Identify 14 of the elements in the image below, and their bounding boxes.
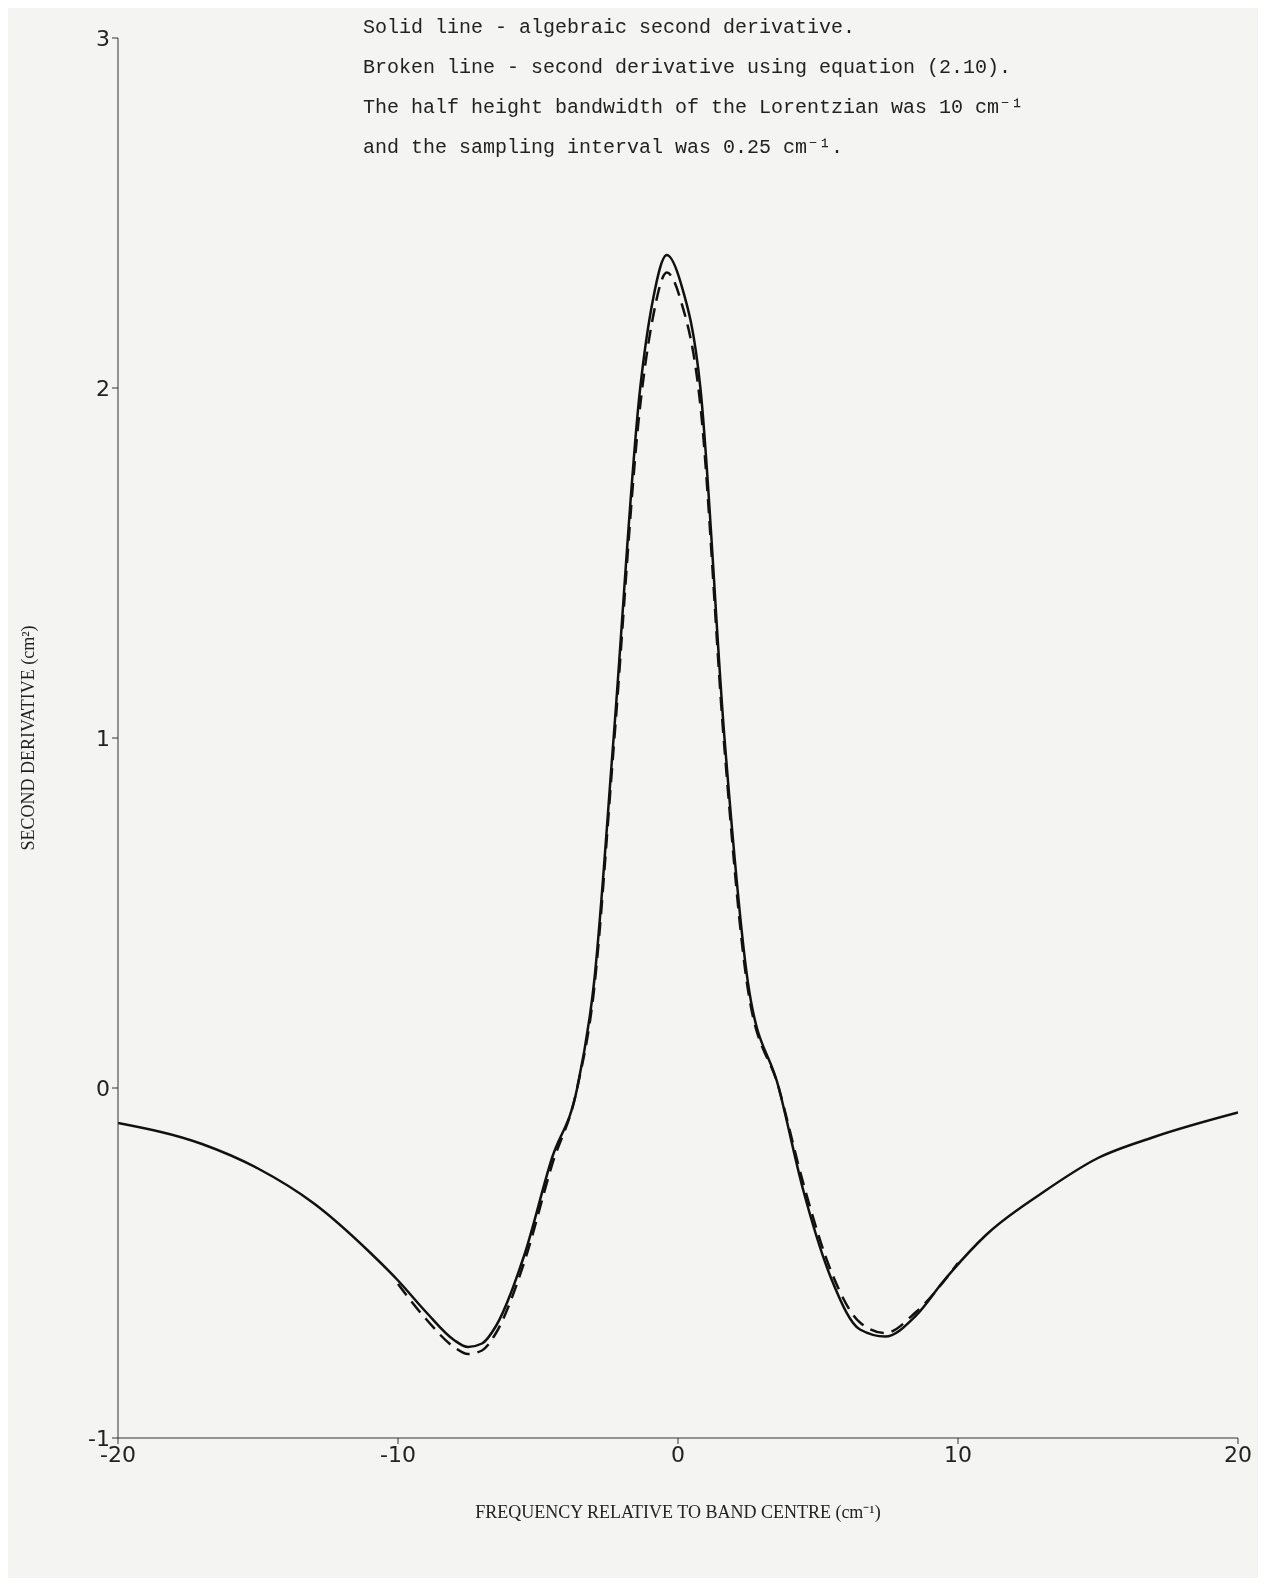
annotation: Solid line - algebraic second derivative. (363, 15, 857, 41)
annotation: and the sampling interval was 0.25 cm⁻¹. (363, 135, 845, 161)
x-tick-label: 20 (1224, 1441, 1252, 1467)
y-tick-label: 3 (96, 25, 110, 51)
x-tick-label: 0 (671, 1441, 685, 1467)
y-axis-title: SECOND DERIVATIVE (cm²) (18, 625, 40, 851)
x-tick-label: 10 (944, 1441, 972, 1467)
annotation: The half height bandwidth of the Lorentzian was 10 cm⁻¹ (363, 95, 1024, 121)
x-axis-title: FREQUENCY RELATIVE TO BAND CENTRE (cm⁻¹) (475, 1502, 881, 1523)
annotation: Broken line - second derivative using equation (2.10). (363, 55, 1013, 81)
y-tick-label: 1 (96, 725, 110, 751)
x-tick-label: -10 (380, 1441, 416, 1467)
y-tick-label: 0 (96, 1075, 110, 1101)
y-tick-label: 2 (96, 375, 110, 401)
